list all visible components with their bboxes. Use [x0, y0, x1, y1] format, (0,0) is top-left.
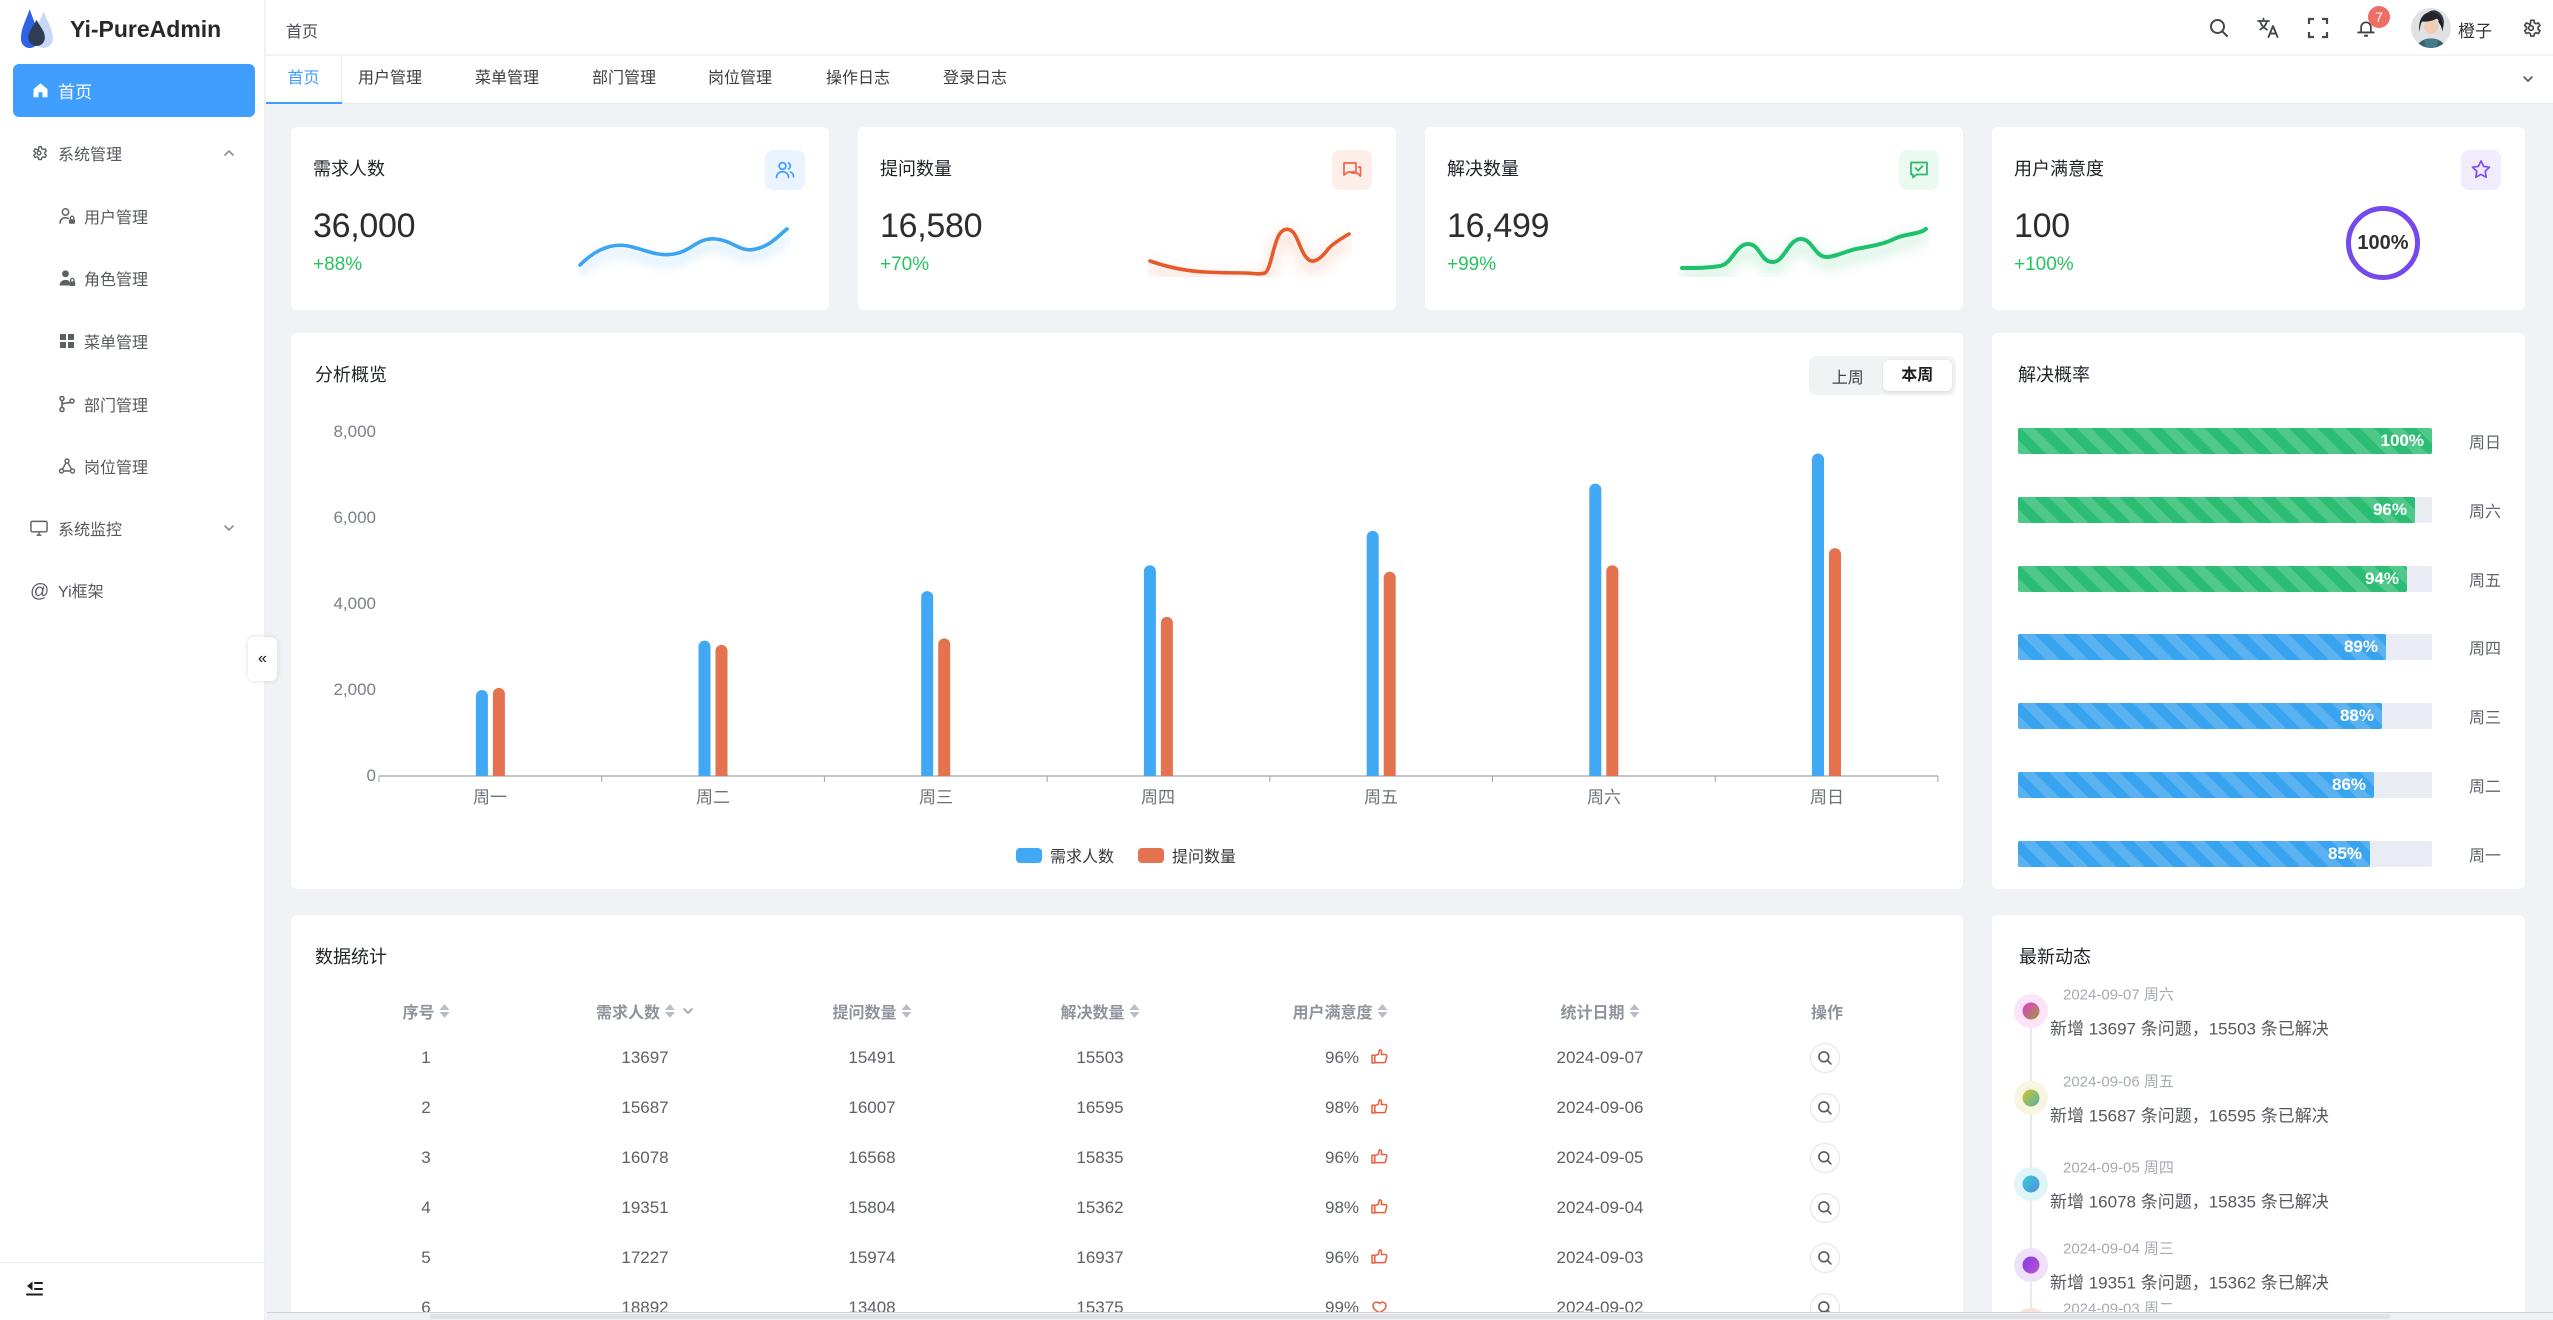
svg-text:2,000: 2,000 — [333, 680, 376, 699]
svg-text:周一: 周一 — [473, 788, 507, 807]
svg-text:周五: 周五 — [1364, 788, 1398, 807]
svg-text:6,000: 6,000 — [333, 508, 376, 527]
svg-text:0: 0 — [367, 766, 376, 785]
svg-text:周四: 周四 — [1141, 788, 1175, 807]
svg-text:周六: 周六 — [1587, 788, 1621, 807]
svg-text:周日: 周日 — [1810, 788, 1844, 807]
svg-text:周三: 周三 — [919, 788, 953, 807]
svg-text:4,000: 4,000 — [333, 594, 376, 613]
svg-text:8,000: 8,000 — [333, 422, 376, 441]
svg-text:周二: 周二 — [696, 788, 730, 807]
